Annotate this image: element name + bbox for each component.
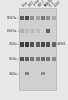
Bar: [41, 57, 45, 61]
Text: PC-3: PC-3: [49, 0, 56, 7]
Bar: [52, 16, 56, 20]
Bar: [20, 16, 24, 20]
Bar: [46, 42, 50, 47]
Text: 100kDa-: 100kDa-: [7, 29, 18, 33]
Text: K-562: K-562: [54, 0, 62, 8]
Bar: [36, 29, 40, 33]
Bar: [30, 42, 34, 47]
Text: HeLa: HeLa: [22, 0, 30, 8]
Text: MCF-7: MCF-7: [38, 0, 47, 8]
Bar: [30, 16, 34, 20]
Bar: [25, 42, 29, 47]
Bar: [41, 16, 45, 20]
Bar: [36, 57, 40, 61]
Bar: [46, 16, 50, 20]
Bar: [46, 29, 50, 33]
Bar: [36, 16, 40, 20]
Bar: [20, 29, 24, 33]
Bar: [25, 57, 29, 61]
Text: LINS1: LINS1: [58, 42, 66, 46]
Bar: [30, 57, 34, 61]
Bar: [41, 72, 45, 75]
Text: 40kDa-: 40kDa-: [9, 72, 18, 76]
Bar: [19, 8, 56, 90]
Bar: [25, 16, 29, 20]
Bar: [31, 29, 34, 33]
Text: RAW264.7: RAW264.7: [43, 0, 56, 8]
Bar: [46, 57, 50, 61]
Text: 75kDa-: 75kDa-: [9, 42, 18, 46]
Bar: [52, 57, 56, 61]
Bar: [25, 29, 29, 33]
Bar: [41, 42, 45, 47]
Bar: [36, 42, 40, 47]
Bar: [25, 72, 29, 75]
Text: 55kDa-: 55kDa-: [9, 57, 18, 61]
Text: 293T: 293T: [27, 0, 35, 8]
Bar: [20, 42, 24, 47]
Bar: [52, 42, 56, 47]
Text: 150kDa-: 150kDa-: [7, 16, 18, 20]
Bar: [20, 57, 24, 61]
Text: Jurkat: Jurkat: [33, 0, 41, 8]
